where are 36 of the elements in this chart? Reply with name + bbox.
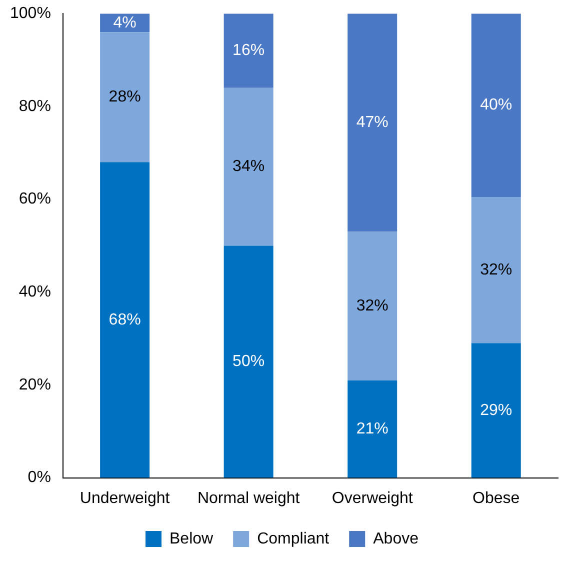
data-label: 34% — [232, 158, 265, 176]
bar — [100, 162, 150, 478]
y-tick-label: 0% — [28, 469, 51, 486]
bar — [100, 32, 150, 162]
data-label: 40% — [480, 96, 512, 114]
data-label: 21% — [356, 420, 388, 438]
bar — [224, 246, 274, 478]
x-tick-label: Underweight — [80, 490, 170, 507]
bar — [224, 88, 274, 246]
data-label: 50% — [232, 353, 265, 370]
data-label: 68% — [108, 311, 141, 328]
bar — [471, 343, 521, 478]
data-label: 16% — [232, 42, 265, 60]
bar — [471, 196, 521, 344]
bar — [224, 14, 274, 88]
x-tick-label: Overweight — [332, 490, 414, 507]
bar — [348, 14, 398, 232]
data-label: 28% — [108, 88, 141, 106]
legend-label: Above — [373, 530, 419, 548]
data-label: 32% — [480, 261, 512, 278]
y-tick-label: 100% — [10, 5, 51, 22]
data-label: 4% — [113, 14, 136, 32]
bar — [471, 14, 521, 197]
y-tick-label: 60% — [18, 190, 51, 208]
bar — [348, 380, 398, 478]
legend-label: Compliant — [257, 530, 330, 548]
data-label: 29% — [480, 402, 512, 419]
y-tick-label: 20% — [18, 376, 51, 394]
legend-label: Below — [170, 530, 214, 548]
y-tick-label: 80% — [18, 98, 51, 115]
x-tick-label: Normal weight — [197, 490, 300, 507]
y-tick-label: 40% — [18, 284, 51, 301]
x-tick-label: Obese — [472, 490, 520, 507]
data-label: 47% — [356, 114, 388, 132]
data-label: 32% — [356, 297, 388, 314]
bar — [348, 232, 398, 380]
